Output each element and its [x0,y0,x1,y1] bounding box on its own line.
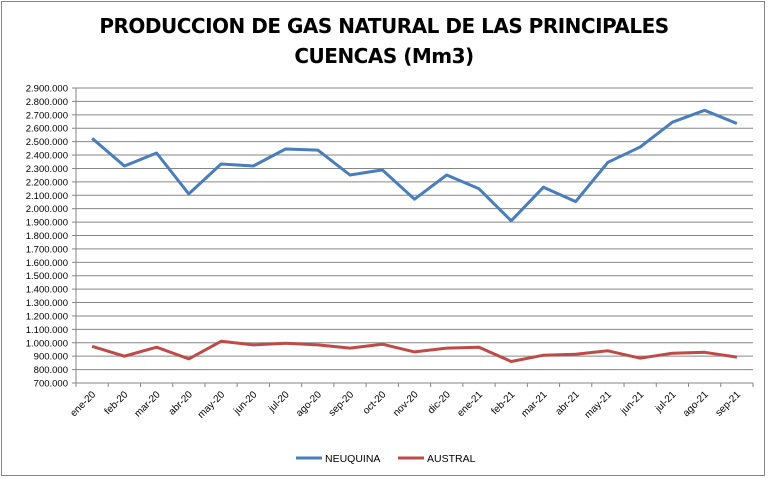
x-tick-label: jul-21 [653,389,679,415]
y-tick-label: 800.000 [34,365,68,376]
y-tick-label: 2.700.000 [26,110,68,121]
x-tick-label: ene-21 [455,389,485,419]
x-tick-label: sep-21 [714,389,744,419]
x-tick-label: abr-21 [554,389,583,418]
x-tick-label: ago-20 [294,389,324,419]
x-tick-label: jun-21 [618,389,646,417]
x-tick-label: oct-20 [361,389,389,417]
y-tick-label: 1.100.000 [26,325,68,336]
x-tick-label: abr-20 [167,389,196,418]
y-tick-label: 2.000.000 [26,204,68,215]
x-tick-label: feb-20 [103,389,131,417]
x-tick-label: jun-20 [231,389,259,417]
x-tick-label: feb-21 [490,389,518,417]
chart-title-line2: CUENCAS (Mm3) [294,44,474,68]
y-tick-label: 2.600.000 [26,124,68,135]
x-tick-label: nov-20 [391,389,421,419]
x-tick-label: mar-21 [519,389,549,419]
x-tick-label: jul-20 [266,389,292,415]
y-tick-label: 1.400.000 [26,285,68,296]
legend-label-neuquina: NEUQUINA [325,453,380,465]
series-line-neuquina [91,108,738,223]
x-tick-label: ago-21 [681,389,711,419]
y-tick-label: 1.500.000 [26,271,68,282]
y-tick-label: 2.500.000 [26,137,68,148]
x-tick-label: sep-20 [327,389,357,419]
x-tick-label: ene-20 [68,389,98,419]
x-tick-label: dic-20 [426,389,453,416]
y-tick-label: 2.200.000 [26,177,68,188]
series-line-austral [91,339,738,363]
y-tick-label: 700.000 [34,379,68,390]
y-tick-label: 1.600.000 [26,258,68,269]
y-tick-label: 2.900.000 [26,84,68,95]
legend-label-austral: AUSTRAL [427,453,476,465]
y-tick-label: 2.300.000 [26,164,68,175]
y-tick-label: 2.100.000 [26,191,68,202]
chart-title-line1: PRODUCCION DE GAS NATURAL DE LAS PRINCIP… [99,14,669,38]
y-tick-label: 2.400.000 [26,151,68,162]
x-tick-label: mar-20 [133,389,163,419]
x-tick-label: may-20 [196,389,228,421]
x-tick-label: may-21 [583,389,615,421]
y-tick-label: 1.000.000 [26,338,68,349]
y-tick-label: 2.800.000 [26,97,68,108]
y-tick-label: 1.900.000 [26,218,68,229]
y-tick-label: 1.300.000 [26,298,68,309]
y-tick-label: 1.800.000 [26,231,68,242]
y-tick-label: 1.200.000 [26,311,68,322]
y-tick-label: 900.000 [34,352,68,363]
y-tick-label: 1.700.000 [26,244,68,255]
